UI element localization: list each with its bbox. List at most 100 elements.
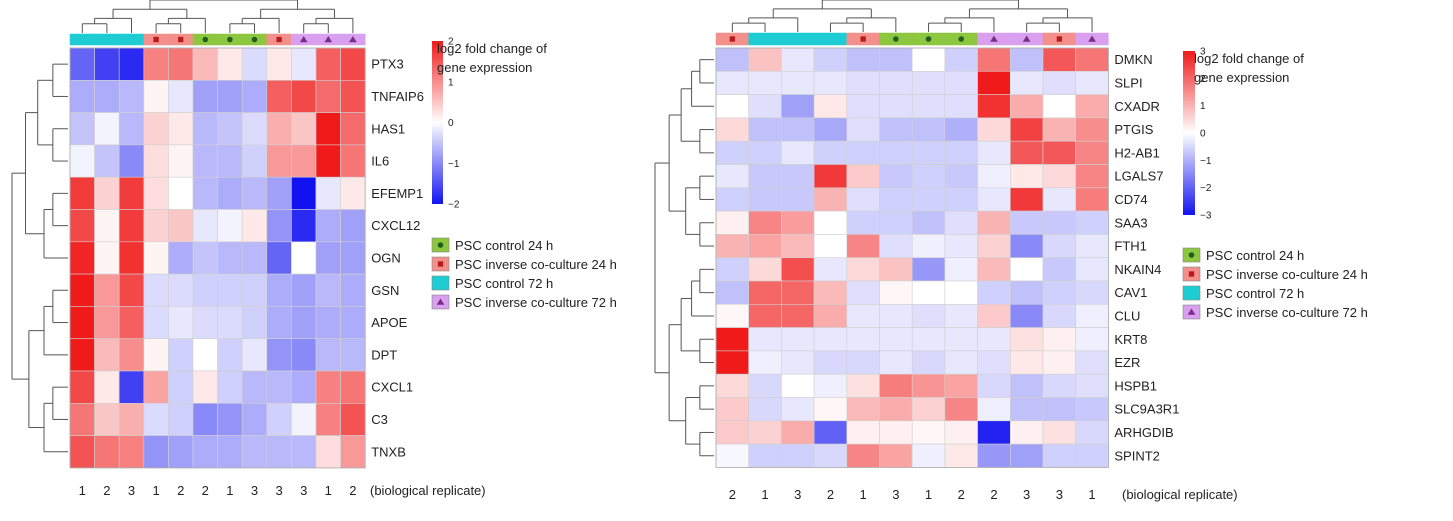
heatmap-border <box>715 47 1109 468</box>
heatmap-cell <box>846 257 880 282</box>
heatmap-cell <box>1042 94 1077 119</box>
replicate-label: 2 <box>103 483 110 498</box>
heatmap-cell <box>748 140 782 165</box>
legend-label: PSC control 72 h <box>455 276 553 291</box>
heatmap-cell <box>977 350 1011 375</box>
color-scale-tick: −2 <box>448 200 460 211</box>
heatmap-cell <box>911 280 946 305</box>
heatmap-cell <box>192 306 218 339</box>
heatmap-cell <box>944 117 978 142</box>
heatmap-cell <box>168 176 194 210</box>
replicate-label: 1 <box>925 487 932 502</box>
heatmap-cell <box>1075 443 1109 468</box>
heatmap-cell <box>241 370 268 404</box>
heatmap-cell <box>192 144 218 178</box>
heatmap-cell <box>266 176 292 210</box>
heatmap-cell <box>748 164 782 189</box>
heatmap-cell <box>977 257 1011 282</box>
square-marker-icon <box>1188 271 1195 277</box>
square-marker-icon <box>437 261 444 267</box>
replicate-label: 1 <box>226 483 233 498</box>
heatmap-cell <box>69 176 95 210</box>
heatmap-cell <box>879 187 913 212</box>
heatmap-cell <box>241 338 268 372</box>
gene-label: FTH1 <box>1114 239 1147 254</box>
replicate-label: 2 <box>202 483 209 498</box>
heatmap-cell <box>118 144 145 178</box>
heatmap-cell <box>879 327 913 352</box>
heatmap-cell <box>781 164 815 189</box>
gene-label: SAA3 <box>1114 215 1147 230</box>
heatmap-cell <box>192 338 218 372</box>
heatmap-cell <box>69 209 95 243</box>
heatmap-cell <box>813 140 848 165</box>
triangle-marker-icon <box>436 298 445 305</box>
heatmap-cell <box>846 234 880 258</box>
heatmap-cell <box>813 397 848 422</box>
group-legend: PSC control 24 h PSC inverse co-culture 2… <box>1182 247 1368 320</box>
heatmap-cell <box>118 273 145 307</box>
square-marker-icon <box>729 36 736 42</box>
heatmap-cell <box>118 80 145 113</box>
heatmap-panel-right: DMKN SLPI CXADR PTGIS H2-AB1 LGALS7 CD74 SAA3 FT… <box>654 0 1368 502</box>
color-scale-title: gene expression <box>437 60 532 75</box>
heatmap-cell <box>846 327 880 352</box>
square-marker-icon <box>276 36 282 43</box>
heatmap-cells <box>69 47 366 469</box>
heatmap-cell <box>813 71 848 95</box>
gene-label: SLC9A3R1 <box>1114 402 1179 417</box>
heatmap-cell <box>241 209 268 243</box>
heatmap-cell <box>944 397 978 422</box>
heatmap-cell <box>977 117 1011 142</box>
heatmap-cell <box>69 273 95 307</box>
heatmap-cell <box>69 241 95 275</box>
color-scale-title: log2 fold change of <box>1194 51 1304 66</box>
legend-swatch <box>1182 285 1201 301</box>
heatmap-cell <box>217 209 243 243</box>
heatmap-cell <box>241 402 268 436</box>
heatmap-cell <box>1042 303 1077 328</box>
gene-label: CXCL1 <box>371 380 413 395</box>
heatmap-cell <box>813 117 848 142</box>
heatmap-cell <box>911 257 946 282</box>
gene-label: TNXB <box>371 444 406 459</box>
heatmap-cell <box>291 402 317 436</box>
heatmap-cell <box>192 112 218 146</box>
heatmap-cell <box>1075 140 1109 165</box>
color-scale-title: log2 fold change of <box>437 41 547 56</box>
heatmap-cell <box>340 435 366 469</box>
heatmap-cell <box>1009 327 1044 352</box>
heatmap-cell <box>315 435 341 469</box>
heatmap-cell <box>1075 94 1109 119</box>
heatmap-cell <box>911 303 946 328</box>
heatmap-cell <box>340 241 366 275</box>
triangle-marker-icon <box>299 36 308 43</box>
heatmap-cell <box>291 112 317 146</box>
heatmap-cell <box>315 402 341 436</box>
heatmap-cell <box>168 241 194 275</box>
heatmap-cell <box>879 257 913 282</box>
heatmap-cell <box>217 435 243 469</box>
legend-label: PSC control 72 h <box>1206 286 1304 301</box>
heatmap-cell <box>94 80 120 113</box>
heatmap-cell <box>748 397 782 422</box>
heatmap-cell <box>340 112 366 146</box>
heatmap-cell <box>879 303 913 328</box>
heatmap-cell <box>266 47 292 81</box>
heatmap-cell <box>911 94 946 119</box>
replicate-label: 1 <box>325 483 332 498</box>
group-annotation-bar <box>69 33 366 46</box>
gene-label: TNFAIP6 <box>371 89 424 104</box>
heatmap-cell <box>977 164 1011 189</box>
heatmap-cell <box>168 370 194 404</box>
heatmap-cell <box>879 140 913 165</box>
heatmap-cell <box>168 338 194 372</box>
heatmap-cell <box>94 306 120 339</box>
gene-label: APOE <box>371 315 407 330</box>
heatmap-cell <box>1009 71 1044 95</box>
heatmap-cell <box>94 112 120 146</box>
heatmap-cell <box>1042 47 1077 72</box>
group-legend: PSC control 24 h PSC inverse co-culture 2… <box>431 237 617 310</box>
heatmap-cell <box>69 47 95 81</box>
heatmap-cell <box>977 303 1011 328</box>
